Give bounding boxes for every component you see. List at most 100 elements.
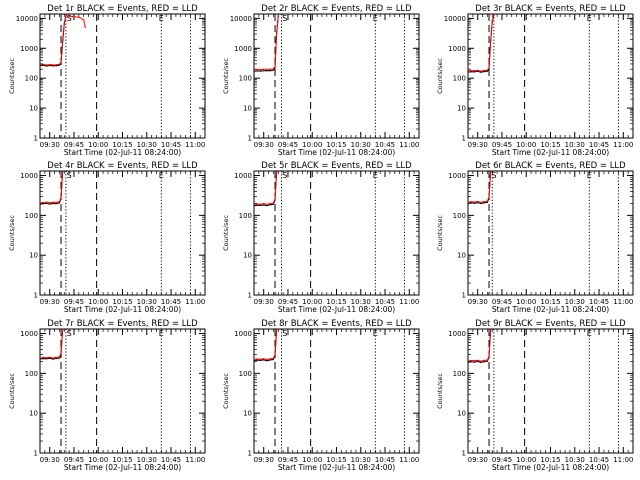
data-point-events: [263, 359, 265, 361]
data-point-events: [486, 201, 488, 203]
data-point-events: [480, 361, 482, 363]
y-tick-label: 1000: [20, 172, 38, 180]
plot-frame: [253, 13, 420, 139]
y-tick-label: 10: [29, 410, 38, 418]
y-axis-label: Counts/sec: [436, 373, 444, 409]
x-tick-label: 10:30: [137, 456, 157, 464]
data-point-events: [263, 70, 265, 72]
data-point-lld: [470, 70, 472, 72]
y-tick-label: 1: [248, 450, 252, 458]
x-axis-label: Start Time (02-Jul-11 08:24:00): [64, 148, 181, 157]
data-point-lld: [274, 198, 276, 200]
chart-panel-det-7: Det 7r BLACK = Events, RED = LLD 1 10 100 10…: [8, 319, 206, 472]
chart-panel-det-3: Det 3r BLACK = Events, RED = LLD 1 10 100 10…: [436, 4, 634, 157]
x-tick-label: 10:15: [540, 456, 560, 464]
y-tick-label: 100: [453, 75, 466, 83]
x-tick-label: 09:45: [278, 456, 298, 464]
y-axis-label: Counts/sec: [222, 373, 230, 409]
data-point-events: [483, 71, 485, 73]
data-point-events: [480, 71, 482, 73]
series-group: [40, 329, 64, 360]
x-tick-label: 10:45: [161, 298, 181, 306]
data-point-events: [266, 360, 268, 362]
y-tick-label: 10: [457, 252, 466, 260]
data-point-lld: [488, 196, 490, 198]
data-point-lld: [480, 360, 482, 362]
data-point-events: [55, 65, 57, 67]
data-point-lld: [276, 329, 278, 331]
end-marker: E: [587, 329, 592, 338]
data-point-events: [45, 358, 48, 360]
x-tick-label: 09:45: [64, 141, 84, 149]
data-point-lld: [259, 203, 262, 205]
series-line-events: [40, 172, 64, 205]
y-tick-label: 100: [25, 212, 38, 220]
y-tick-label: 1: [248, 135, 252, 143]
data-point-lld: [63, 22, 65, 24]
x-tick-label: 10:00: [516, 456, 536, 464]
y-tick-label: 1: [34, 292, 38, 300]
data-point-lld: [488, 355, 490, 357]
data-point-events: [45, 65, 48, 67]
data-point-events: [256, 359, 258, 361]
x-axis-label: Start Time (02-Jul-11 08:24:00): [492, 305, 609, 314]
series-line-events: [40, 330, 64, 360]
data-point-lld: [256, 68, 258, 71]
y-axis-label: Counts/sec: [436, 58, 444, 94]
data-point-lld: [477, 359, 479, 361]
x-tick-label: 09:30: [468, 298, 488, 306]
y-tick-label: 10: [243, 105, 252, 113]
x-tick-label: 10:15: [112, 141, 132, 149]
x-tick-label: 11:00: [399, 456, 419, 464]
end-marker: E: [373, 329, 378, 338]
data-point-events: [256, 70, 258, 72]
y-tick-label: 1: [34, 450, 38, 458]
data-point-lld: [480, 201, 482, 203]
data-point-lld: [486, 200, 488, 202]
x-tick-label: 10:45: [375, 456, 395, 464]
data-point-lld: [60, 61, 62, 63]
y-tick-label: 1000: [448, 330, 466, 338]
data-point-events: [266, 205, 268, 207]
data-point-lld: [60, 352, 62, 354]
data-point-events: [477, 360, 479, 363]
data-point-events: [52, 358, 54, 360]
data-point-events: [42, 203, 44, 205]
data-point-lld: [71, 16, 73, 18]
x-tick-label: 09:45: [278, 298, 298, 306]
data-point-lld: [263, 203, 265, 205]
x-tick-label: 10:30: [137, 141, 157, 149]
data-point-events: [468, 361, 469, 363]
data-point-lld: [266, 358, 268, 361]
data-point-events: [480, 202, 482, 205]
x-axis-label: Start Time (02-Jul-11 08:24:00): [64, 463, 181, 472]
data-point-events: [49, 357, 51, 359]
y-tick-label: 1000: [448, 45, 466, 53]
data-point-lld: [272, 68, 274, 70]
data-point-lld: [488, 67, 490, 69]
data-point-events: [483, 202, 485, 204]
data-point-lld: [49, 356, 51, 358]
data-point-lld: [269, 68, 271, 70]
x-tick-label: 10:30: [351, 141, 371, 149]
chart-panel-det-6: Det 6r BLACK = Events, RED = LLD 1 10 100 10…: [436, 161, 634, 314]
data-point-lld: [274, 65, 276, 68]
series-line-events: [40, 15, 67, 67]
y-tick-label: 10: [457, 105, 466, 113]
x-axis-label: Start Time (02-Jul-11 08:24:00): [64, 305, 181, 314]
y-tick-label: 1: [248, 292, 252, 300]
data-point-events: [470, 71, 472, 73]
data-point-lld: [490, 40, 492, 43]
data-point-events: [259, 70, 262, 72]
data-point-lld: [266, 68, 268, 70]
data-point-events: [272, 69, 274, 71]
data-point-events: [473, 71, 476, 73]
y-tick-label: 100: [25, 370, 38, 378]
chart-panel-det-2: Det 2r BLACK = Events, RED = LLD 1 10 100 10…: [222, 4, 420, 157]
data-point-lld: [65, 14, 67, 17]
x-tick-label: 11:00: [185, 298, 205, 306]
start-marker: S: [282, 14, 287, 23]
x-tick-label: 09:45: [64, 456, 84, 464]
data-point-lld: [473, 70, 476, 72]
end-marker: E: [373, 14, 378, 23]
